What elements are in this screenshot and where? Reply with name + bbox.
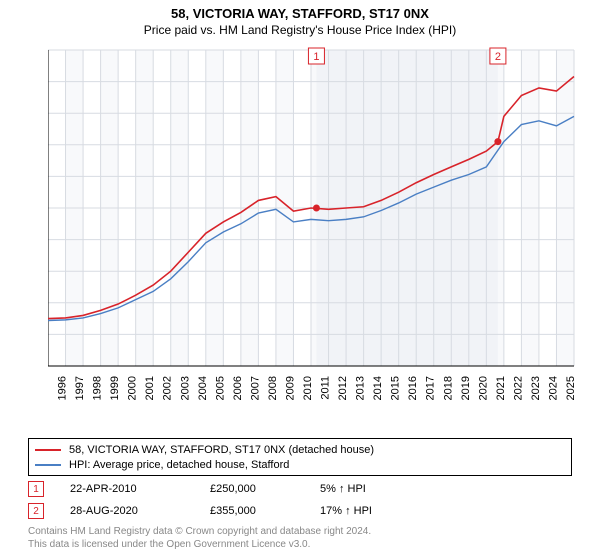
sale-marker-number: 2	[28, 503, 44, 519]
svg-text:2004: 2004	[197, 376, 209, 400]
sale-marker-number: 1	[28, 481, 44, 497]
svg-text:2023: 2023	[530, 376, 542, 400]
svg-text:2: 2	[495, 51, 501, 63]
svg-text:2000: 2000	[127, 376, 139, 400]
svg-text:2019: 2019	[460, 376, 472, 400]
sale-pct: 5% ↑ HPI	[320, 483, 440, 495]
sale-row: 2 28-AUG-2020£355,00017% ↑ HPI	[28, 500, 440, 522]
svg-text:2003: 2003	[179, 376, 191, 400]
sale-date: 22-APR-2010	[70, 483, 210, 495]
svg-text:1995: 1995	[48, 376, 51, 400]
svg-text:2016: 2016	[407, 376, 419, 400]
svg-text:2014: 2014	[372, 376, 384, 400]
sales-table: 1 22-APR-2010£250,0005% ↑ HPI 2 28-AUG-2020…	[28, 478, 440, 522]
svg-text:2008: 2008	[267, 376, 279, 400]
svg-text:2011: 2011	[320, 376, 332, 400]
svg-text:2017: 2017	[425, 376, 437, 400]
svg-text:2006: 2006	[232, 376, 244, 400]
svg-text:2010: 2010	[302, 376, 314, 400]
footer-line2: This data is licensed under the Open Gov…	[28, 539, 371, 552]
legend-row: 58, VICTORIA WAY, STAFFORD, ST17 0NX (de…	[35, 442, 565, 457]
svg-text:1: 1	[313, 51, 319, 63]
svg-text:2025: 2025	[565, 376, 577, 400]
sale-price: £250,000	[210, 483, 320, 495]
svg-text:1996: 1996	[57, 376, 69, 400]
legend-swatch	[35, 464, 61, 466]
svg-text:2009: 2009	[284, 376, 296, 400]
svg-text:2005: 2005	[214, 376, 226, 400]
svg-text:1998: 1998	[92, 376, 104, 400]
legend-label: 58, VICTORIA WAY, STAFFORD, ST17 0NX (de…	[69, 444, 374, 456]
svg-text:2024: 2024	[547, 376, 559, 400]
chart-subtitle: Price paid vs. HM Land Registry's House …	[0, 23, 600, 37]
svg-text:2002: 2002	[162, 376, 174, 400]
svg-text:2020: 2020	[477, 376, 489, 400]
svg-text:2012: 2012	[337, 376, 349, 400]
address-title: 58, VICTORIA WAY, STAFFORD, ST17 0NX	[0, 6, 600, 21]
sale-price: £355,000	[210, 505, 320, 517]
legend: 58, VICTORIA WAY, STAFFORD, ST17 0NX (de…	[28, 438, 572, 476]
svg-text:2015: 2015	[390, 376, 402, 400]
legend-swatch	[35, 449, 61, 451]
svg-text:2013: 2013	[355, 376, 367, 400]
footer-line1: Contains HM Land Registry data © Crown c…	[28, 526, 371, 539]
svg-text:2001: 2001	[144, 376, 156, 400]
sale-pct: 17% ↑ HPI	[320, 505, 440, 517]
svg-text:2022: 2022	[512, 376, 524, 400]
svg-text:2021: 2021	[495, 376, 507, 400]
legend-label: HPI: Average price, detached house, Staf…	[69, 459, 289, 471]
svg-text:1999: 1999	[109, 376, 121, 400]
legend-row: HPI: Average price, detached house, Staf…	[35, 457, 565, 472]
svg-text:2018: 2018	[442, 376, 454, 400]
sale-date: 28-AUG-2020	[70, 505, 210, 517]
svg-text:2007: 2007	[249, 376, 261, 400]
footer-attribution: Contains HM Land Registry data © Crown c…	[28, 526, 371, 551]
sale-row: 1 22-APR-2010£250,0005% ↑ HPI	[28, 478, 440, 500]
price-chart: £0£50K£100K£150K£200K£250K£300K£350K£400…	[48, 44, 580, 404]
svg-text:1997: 1997	[74, 376, 86, 400]
